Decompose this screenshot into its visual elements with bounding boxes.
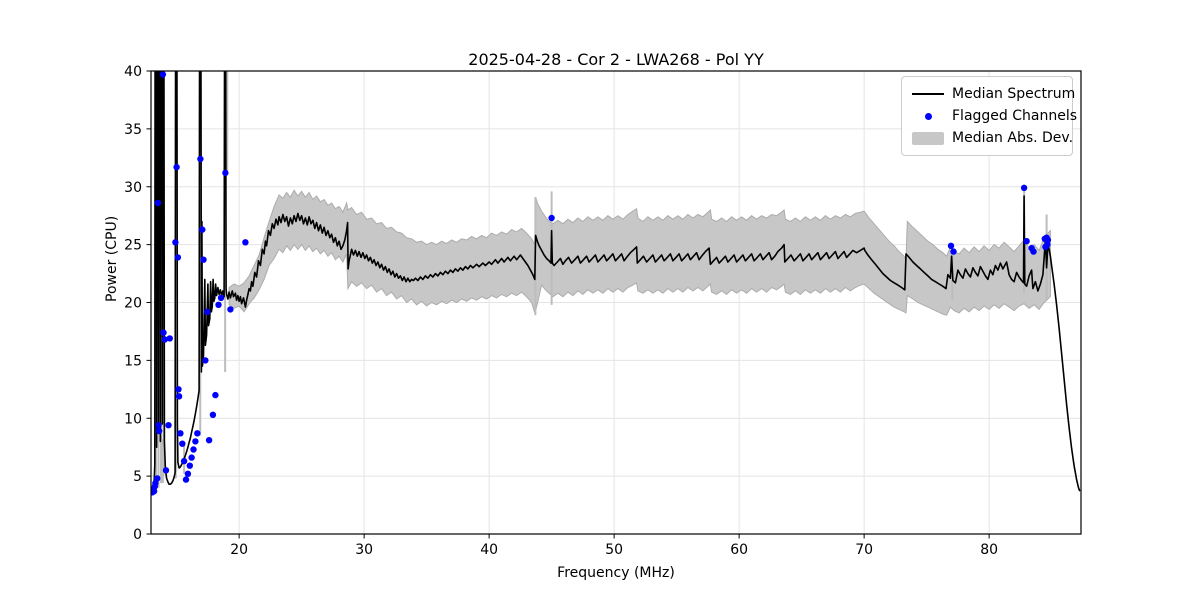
flagged-channel-dot	[174, 254, 182, 261]
median-spectrum-line	[151, 71, 1081, 494]
flagged-channel-dot	[161, 336, 168, 343]
flagged-channel-dot	[200, 256, 207, 263]
y-tick-label: 40	[124, 64, 142, 80]
flagged-channel-dot	[154, 475, 161, 482]
flagged-channel-dot	[227, 306, 234, 313]
legend-item-median-spectrum: Median Spectrum	[910, 83, 1075, 105]
flagged-channel-dot	[190, 446, 197, 453]
legend-item-mad: Median Abs. Dev.	[910, 127, 1073, 149]
flagged-channel-dot	[947, 242, 955, 249]
flagged-channel-dot	[177, 430, 184, 437]
flagged-channel-dot	[165, 422, 172, 429]
y-tick-label: 10	[124, 411, 142, 427]
mad-band-swatch	[910, 131, 946, 145]
y-tick-label: 20	[124, 296, 142, 312]
flagged-channel-dot	[199, 226, 206, 233]
x-tick-label: 20	[230, 542, 248, 558]
y-tick-label: 15	[124, 353, 142, 369]
flagged-channel-dot	[154, 199, 162, 207]
flagged-channel-dot	[1030, 248, 1037, 255]
flagged-channel-dot	[202, 357, 209, 364]
flagged-channel-dot	[173, 163, 180, 171]
flagged-channel-dot	[212, 391, 219, 399]
x-tick-label: 40	[480, 542, 498, 558]
y-tick-label: 35	[124, 122, 142, 138]
flagged-channel-dot	[155, 427, 163, 435]
flagged-channel-dot	[180, 457, 188, 465]
flagged-channel-dot	[155, 422, 162, 429]
flagged-dot-swatch	[910, 112, 946, 120]
x-tick-label: 60	[730, 542, 748, 558]
flagged-channel-dot	[1044, 236, 1052, 244]
flagged-channel-dot	[242, 239, 249, 246]
legend-label: Median Spectrum	[952, 86, 1076, 102]
flagged-channel-dot	[184, 470, 192, 477]
flagged-channel-dot	[179, 440, 186, 447]
flagged-channel-dot	[1023, 238, 1030, 245]
flagged-channel-dot	[222, 169, 229, 177]
flagged-channel-dot	[182, 476, 190, 483]
legend: Median Spectrum Flagged Channels Median …	[901, 76, 1077, 156]
flagged-channel-dot	[197, 155, 204, 163]
flagged-channel-dot	[172, 239, 179, 246]
y-tick-label: 5	[133, 469, 142, 485]
flagged-channel-dot	[217, 294, 225, 302]
y-tick-label: 0	[133, 527, 142, 543]
flagged-channel-dot	[188, 454, 195, 461]
x-tick-label: 70	[855, 542, 873, 558]
flagged-channel-dot	[175, 393, 183, 400]
median-line-swatch	[910, 93, 946, 95]
flagged-channel-dot	[205, 437, 213, 444]
flagged-channel-dot	[159, 71, 167, 78]
flagged-channel-dot	[162, 467, 170, 474]
legend-label: Flagged Channels	[952, 108, 1078, 124]
legend-item-flagged-channels: Flagged Channels	[910, 105, 1077, 127]
flagged-channel-dot	[204, 308, 211, 315]
x-axis-label: Frequency (MHz)	[557, 565, 675, 581]
flagged-channel-dot	[175, 386, 182, 393]
y-tick-label: 30	[124, 180, 142, 196]
flagged-channel-dot	[209, 411, 217, 418]
flagged-channel-dot	[151, 488, 158, 495]
flagged-channel-dot	[186, 462, 193, 469]
mad-band	[228, 189, 1051, 316]
x-tick-label: 80	[980, 542, 998, 558]
flagged-channel-dot	[215, 301, 222, 308]
flagged-channel-dot	[192, 438, 199, 445]
flagged-channel-dot	[950, 248, 957, 255]
flagged-channel-dot	[548, 214, 555, 222]
plot-title: 2025-04-28 - Cor 2 - LWA268 - Pol YY	[468, 50, 764, 69]
flagged-channel-dot	[194, 430, 201, 437]
flagged-channel-dot	[166, 335, 173, 342]
x-tick-label: 50	[605, 542, 623, 558]
y-tick-label: 25	[124, 238, 142, 254]
flagged-channel-dot	[160, 329, 167, 336]
x-tick-label: 30	[355, 542, 373, 558]
flagged-channel-dot	[1020, 184, 1028, 192]
legend-label: Median Abs. Dev.	[952, 130, 1074, 146]
